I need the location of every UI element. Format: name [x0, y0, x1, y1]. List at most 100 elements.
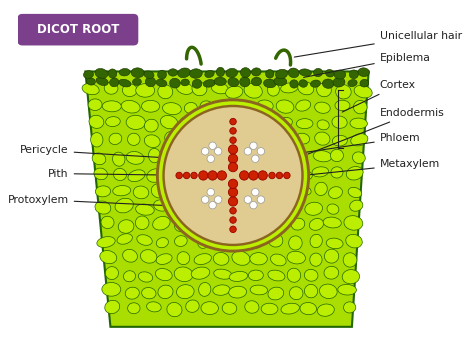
Ellipse shape [105, 267, 118, 280]
Ellipse shape [354, 101, 367, 114]
Ellipse shape [170, 78, 180, 88]
Ellipse shape [250, 202, 267, 214]
Ellipse shape [140, 250, 157, 263]
Text: Endodermis: Endodermis [308, 108, 445, 154]
Ellipse shape [296, 119, 313, 129]
Circle shape [230, 137, 236, 143]
Circle shape [239, 171, 249, 180]
Ellipse shape [146, 77, 155, 87]
Ellipse shape [125, 287, 139, 299]
Circle shape [199, 171, 208, 180]
Ellipse shape [126, 151, 144, 164]
Ellipse shape [270, 217, 284, 230]
Circle shape [252, 188, 259, 196]
Ellipse shape [344, 216, 363, 230]
Ellipse shape [160, 115, 178, 129]
Circle shape [217, 171, 227, 180]
Ellipse shape [105, 300, 120, 314]
Ellipse shape [281, 83, 298, 93]
Ellipse shape [250, 285, 268, 295]
Circle shape [208, 171, 217, 180]
Ellipse shape [353, 152, 365, 163]
Ellipse shape [348, 79, 357, 86]
Ellipse shape [331, 167, 343, 178]
Ellipse shape [271, 254, 286, 266]
Circle shape [276, 172, 283, 179]
Ellipse shape [292, 150, 307, 163]
Ellipse shape [351, 134, 368, 146]
Ellipse shape [200, 101, 213, 113]
Ellipse shape [182, 150, 199, 161]
Ellipse shape [203, 168, 217, 179]
Ellipse shape [273, 185, 290, 197]
Ellipse shape [100, 250, 117, 264]
Ellipse shape [136, 204, 154, 215]
Ellipse shape [151, 184, 166, 198]
Ellipse shape [257, 100, 273, 111]
Ellipse shape [141, 100, 160, 112]
Ellipse shape [295, 171, 312, 181]
Ellipse shape [117, 234, 132, 244]
Ellipse shape [296, 100, 310, 111]
Ellipse shape [228, 78, 239, 87]
Ellipse shape [176, 285, 194, 299]
Ellipse shape [156, 79, 167, 87]
Ellipse shape [178, 68, 191, 78]
Ellipse shape [157, 70, 166, 79]
Ellipse shape [317, 304, 334, 316]
Ellipse shape [287, 251, 305, 264]
Circle shape [269, 172, 275, 179]
Ellipse shape [119, 79, 131, 87]
Ellipse shape [310, 253, 322, 266]
Ellipse shape [113, 185, 131, 196]
Ellipse shape [156, 238, 168, 248]
Ellipse shape [258, 119, 271, 131]
Ellipse shape [199, 282, 211, 296]
Circle shape [214, 196, 222, 203]
Ellipse shape [133, 186, 149, 199]
Ellipse shape [177, 201, 190, 212]
Ellipse shape [156, 254, 172, 264]
Ellipse shape [180, 117, 196, 128]
Ellipse shape [205, 70, 214, 78]
Ellipse shape [354, 85, 372, 98]
Ellipse shape [201, 133, 219, 145]
Ellipse shape [109, 78, 119, 87]
Ellipse shape [121, 101, 140, 113]
Ellipse shape [350, 118, 367, 129]
Ellipse shape [293, 185, 311, 195]
Ellipse shape [213, 253, 229, 265]
Ellipse shape [153, 216, 170, 230]
Ellipse shape [144, 71, 154, 78]
Ellipse shape [104, 82, 118, 94]
Ellipse shape [326, 69, 334, 77]
Circle shape [250, 142, 257, 150]
Ellipse shape [221, 115, 234, 129]
Ellipse shape [226, 68, 237, 77]
Ellipse shape [198, 234, 210, 248]
Ellipse shape [336, 85, 351, 99]
Ellipse shape [287, 203, 302, 213]
Ellipse shape [324, 266, 339, 279]
Circle shape [228, 145, 237, 154]
Circle shape [244, 196, 252, 203]
Ellipse shape [287, 268, 301, 282]
Ellipse shape [202, 183, 220, 195]
Ellipse shape [223, 153, 237, 165]
Circle shape [201, 196, 209, 203]
Ellipse shape [295, 133, 310, 144]
Ellipse shape [278, 152, 292, 165]
Circle shape [228, 163, 237, 172]
Ellipse shape [210, 219, 228, 230]
Ellipse shape [165, 150, 178, 162]
Circle shape [201, 148, 209, 155]
Ellipse shape [312, 167, 328, 177]
Ellipse shape [102, 101, 121, 112]
Ellipse shape [300, 302, 317, 315]
Text: Unicellular hair: Unicellular hair [294, 31, 462, 57]
Ellipse shape [274, 77, 287, 86]
Ellipse shape [95, 69, 108, 78]
Ellipse shape [210, 234, 229, 248]
Ellipse shape [194, 254, 211, 265]
Circle shape [230, 217, 236, 223]
